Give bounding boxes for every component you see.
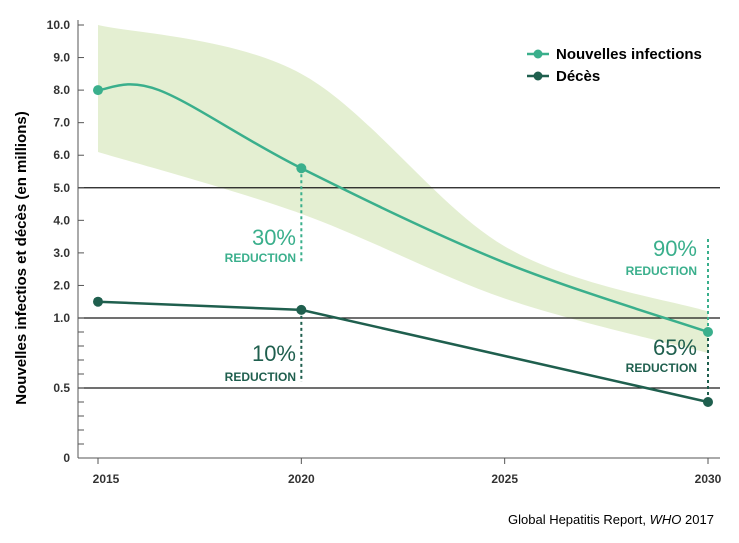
annotation-30-label: REDUCTION: [225, 251, 296, 265]
point-deces-2030: [703, 397, 713, 407]
legend-marker-deaths: [533, 71, 543, 81]
y-tick-label: 3.0: [53, 246, 70, 260]
confidence-band: [98, 25, 708, 353]
point-deces-2020: [296, 304, 307, 315]
annotation-65-percent: 65%: [653, 335, 697, 360]
annotation-90-percent: 90%: [653, 236, 697, 261]
legend-label-infections: Nouvelles infections: [556, 46, 702, 63]
annotation-lines: [300, 168, 709, 402]
source-italic: WHO: [649, 512, 682, 527]
point-deces-2015: [93, 296, 103, 307]
series-line-nouvelles-infections: [97, 83, 709, 334]
y-tick-label: 5.0: [53, 181, 70, 195]
confidence-band-layer: [98, 25, 708, 353]
x-tick-label: 2025: [491, 472, 518, 486]
annotation-90-label: REDUCTION: [626, 264, 697, 278]
source-suffix: 2017: [681, 512, 714, 527]
point-infections-2020: [296, 163, 307, 174]
annotation-65-label: REDUCTION: [626, 361, 697, 375]
legend: Nouvelles infections Décès: [527, 46, 702, 85]
y-tick-label: 7.0: [53, 116, 70, 130]
point-infections-2030: [703, 327, 713, 337]
annotation-10-label: REDUCTION: [225, 370, 296, 384]
y-tick-label: 0.5: [53, 381, 70, 395]
y-tick-label: 10.0: [47, 18, 71, 32]
y-tick-label: 8.0: [53, 83, 70, 97]
y-axis-label: Nouvelles infectios et décès (en million…: [13, 111, 30, 404]
grid-layer: [78, 187, 720, 389]
y-tick-label: 6.0: [53, 148, 70, 162]
source-prefix: Global Hepatitis Report,: [508, 512, 650, 527]
y-tick-label: 9.0: [53, 51, 70, 65]
y-tick-label: 1.0: [53, 311, 70, 325]
point-infections-2015: [93, 85, 103, 96]
source-citation: Global Hepatitis Report, WHO 2017: [508, 512, 714, 527]
axis-layer: 0 0.5 1.0 2.0 3.0 4.0 5.0 6.0 7.0 8.0 9.0 10.0 2015 2…: [47, 18, 722, 486]
x-tick-label: 2020: [288, 472, 315, 486]
legend-label-deaths: Décès: [556, 68, 600, 85]
x-tick-label: 2030: [695, 472, 722, 486]
annotation-30-percent: 30%: [252, 225, 296, 250]
y-tick-label: 2.0: [53, 278, 70, 292]
legend-marker-infections: [533, 49, 543, 59]
annotation-10-percent: 10%: [252, 341, 296, 366]
y-tick-label: 4.0: [53, 213, 70, 227]
series-layer: [93, 83, 713, 407]
x-tick-label: 2015: [93, 472, 120, 486]
y-tick-label: 0: [63, 451, 70, 465]
